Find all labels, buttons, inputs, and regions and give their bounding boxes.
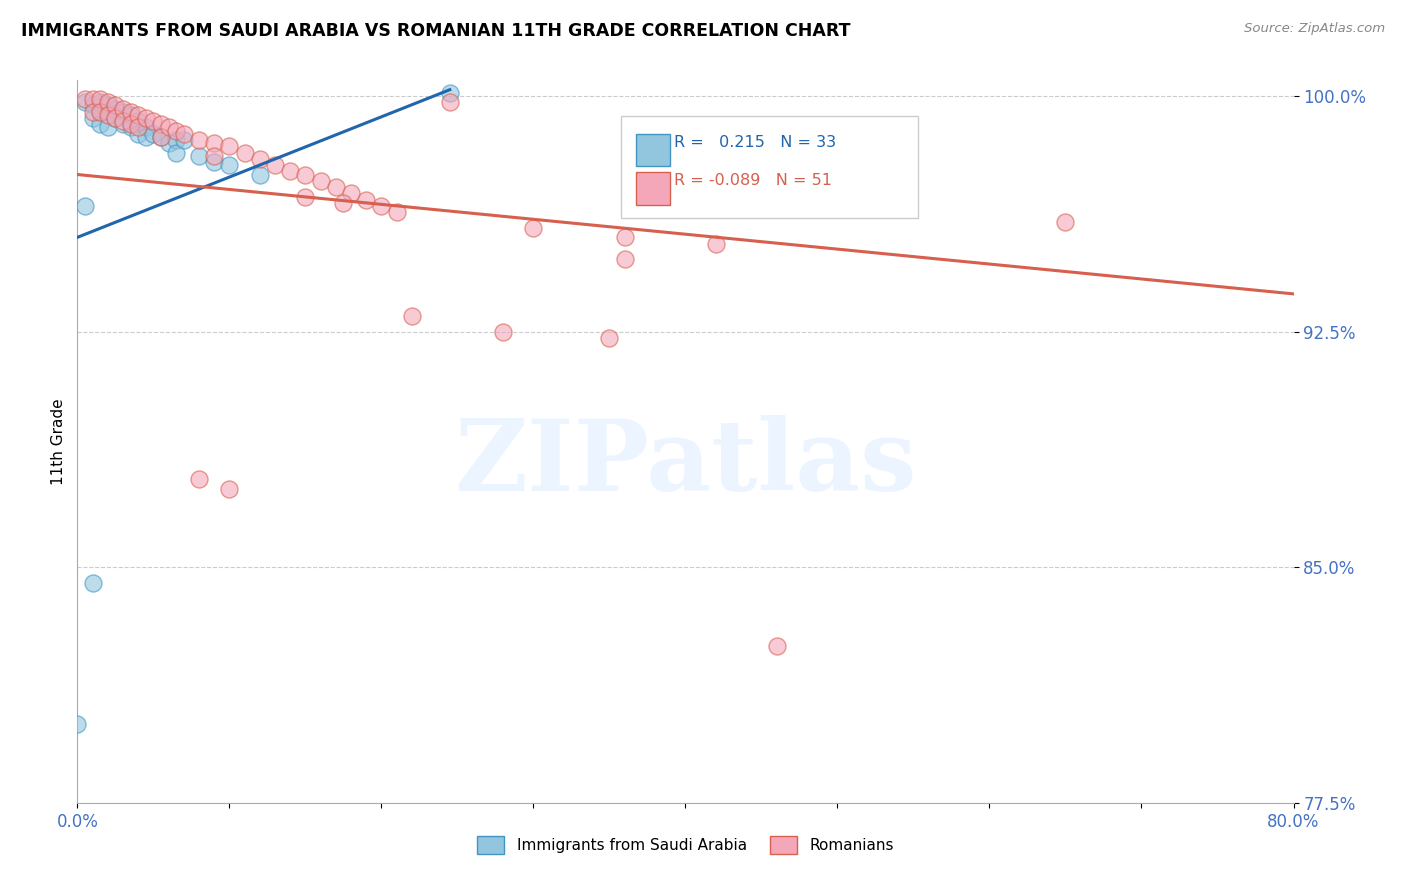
Text: ZIPatlas: ZIPatlas <box>454 415 917 512</box>
Point <box>401 309 423 323</box>
Point <box>157 136 180 150</box>
Point <box>73 95 96 110</box>
Point <box>233 145 256 160</box>
Point <box>188 149 211 163</box>
Point <box>104 111 127 125</box>
Point <box>135 120 157 135</box>
Point <box>127 127 149 141</box>
Point <box>165 123 187 137</box>
Point <box>111 104 134 119</box>
Point <box>249 152 271 166</box>
Point <box>135 111 157 125</box>
Point <box>142 127 165 141</box>
Point <box>89 104 111 119</box>
Point <box>66 717 89 731</box>
Point <box>294 168 316 182</box>
Point <box>82 92 104 106</box>
Point <box>492 325 515 339</box>
Point <box>97 108 120 122</box>
Point <box>165 145 187 160</box>
Point <box>120 117 142 131</box>
Point <box>173 133 195 147</box>
Point <box>127 120 149 135</box>
Point <box>120 104 142 119</box>
Point <box>332 195 354 210</box>
Point <box>97 98 120 112</box>
Point <box>188 133 211 147</box>
Point <box>1054 214 1077 228</box>
Point <box>97 104 120 119</box>
Point <box>135 129 157 144</box>
Y-axis label: 11th Grade: 11th Grade <box>51 398 66 485</box>
Point <box>89 92 111 106</box>
Point <box>111 114 134 128</box>
Point <box>264 158 287 172</box>
Point <box>613 230 636 244</box>
Point <box>218 482 240 496</box>
Point <box>111 102 134 116</box>
Point <box>278 164 301 178</box>
Point <box>370 199 392 213</box>
Point <box>522 221 544 235</box>
Point <box>439 86 461 100</box>
Point <box>97 120 120 135</box>
Point <box>385 205 408 219</box>
Point <box>165 133 187 147</box>
Point <box>325 180 347 194</box>
Point <box>354 193 377 207</box>
Text: R = -0.089   N = 51: R = -0.089 N = 51 <box>675 173 832 188</box>
Point <box>149 129 172 144</box>
Point <box>765 639 787 653</box>
Point <box>218 139 240 153</box>
Point <box>439 95 461 110</box>
Point <box>73 92 96 106</box>
Point <box>127 108 149 122</box>
Point <box>89 104 111 119</box>
Point <box>120 108 142 122</box>
Legend: Immigrants from Saudi Arabia, Romanians: Immigrants from Saudi Arabia, Romanians <box>471 830 900 860</box>
Point <box>598 331 620 345</box>
Text: Source: ZipAtlas.com: Source: ZipAtlas.com <box>1244 22 1385 36</box>
Point <box>157 120 180 135</box>
Point <box>82 104 104 119</box>
Point <box>149 117 172 131</box>
Point <box>142 114 165 128</box>
Point <box>82 98 104 112</box>
Text: IMMIGRANTS FROM SAUDI ARABIA VS ROMANIAN 11TH GRADE CORRELATION CHART: IMMIGRANTS FROM SAUDI ARABIA VS ROMANIAN… <box>21 22 851 40</box>
Point <box>309 174 332 188</box>
Point <box>294 189 316 203</box>
Point <box>97 95 120 110</box>
Point <box>202 136 225 150</box>
Point <box>82 111 104 125</box>
Point <box>704 236 727 251</box>
Point <box>73 199 96 213</box>
Point <box>202 149 225 163</box>
Point <box>127 114 149 128</box>
Point <box>149 129 172 144</box>
Text: R =   0.215   N = 33: R = 0.215 N = 33 <box>675 135 837 150</box>
Point <box>202 155 225 169</box>
Point <box>89 117 111 131</box>
Point <box>111 117 134 131</box>
Point <box>82 575 104 590</box>
Point <box>218 158 240 172</box>
Point <box>89 95 111 110</box>
Point <box>340 186 363 201</box>
Point <box>188 472 211 486</box>
Point <box>173 127 195 141</box>
Point <box>249 168 271 182</box>
Point <box>104 111 127 125</box>
Point <box>613 252 636 267</box>
Point <box>120 120 142 135</box>
Point <box>104 102 127 116</box>
Point <box>104 98 127 112</box>
